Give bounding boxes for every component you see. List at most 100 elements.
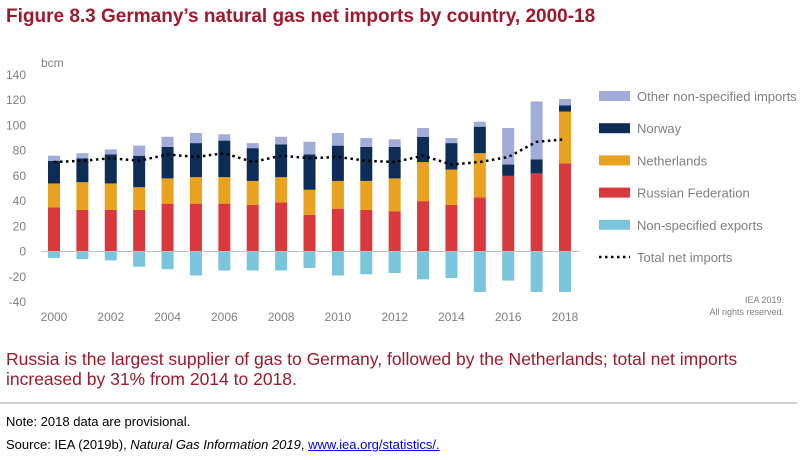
bar-other-non-specified-imports <box>48 155 60 161</box>
bar-norway <box>218 140 231 178</box>
bar-norway <box>48 160 60 184</box>
bar-norway <box>161 146 174 179</box>
bar-russian-federation <box>303 214 316 252</box>
bar-russian-federation <box>331 208 344 252</box>
bar-netherlands <box>275 177 288 203</box>
bar-other-non-specified-imports <box>530 101 543 160</box>
source-link[interactable]: www.iea.org/statistics/. <box>308 437 440 452</box>
bar-non-specified-exports <box>133 251 146 267</box>
bar-netherlands <box>161 178 174 204</box>
bar-norway <box>303 154 316 190</box>
bar-netherlands <box>104 183 117 210</box>
credit-line-1: IEA 2019. <box>745 295 784 305</box>
bar-other-non-specified-imports <box>331 133 344 146</box>
legend-label-total-net-imports: Total net imports <box>637 250 733 265</box>
bar-russian-federation <box>189 203 202 252</box>
credit-line-2: All rights reserved. <box>709 307 784 317</box>
bar-norway <box>275 144 288 178</box>
legend-label-russian-federation: Russian Federation <box>637 186 750 201</box>
bar-other-non-specified-imports <box>218 134 231 141</box>
bar-russian-federation <box>48 207 60 252</box>
bar-non-specified-exports <box>48 251 60 258</box>
bar-non-specified-exports <box>360 251 373 275</box>
bar-non-specified-exports <box>275 251 288 271</box>
bar-russian-federation <box>473 197 486 252</box>
bar-norway <box>246 148 259 181</box>
bar-norway <box>417 136 430 163</box>
bar-other-non-specified-imports <box>275 136 288 145</box>
bar-non-specified-exports <box>388 251 401 273</box>
bar-norway <box>530 159 543 174</box>
bar-netherlands <box>133 187 146 210</box>
source-title: Natural Gas Information 2019 <box>130 437 301 452</box>
x-tick-label: 2004 <box>154 310 181 324</box>
bar-norway <box>445 143 458 170</box>
bar-netherlands <box>331 180 344 209</box>
y-tick-labels: -40 -20 0 20 40 60 80 100 120 140 <box>6 68 26 309</box>
y-tick-label: 40 <box>13 194 27 208</box>
x-tick-label: 2014 <box>438 310 465 324</box>
bar-other-non-specified-imports <box>417 127 430 137</box>
bar-other-non-specified-imports <box>473 121 486 127</box>
bar-other-non-specified-imports <box>161 136 174 147</box>
bar-non-specified-exports <box>246 251 259 271</box>
bar-other-non-specified-imports <box>246 143 259 149</box>
bar-other-non-specified-imports <box>189 133 202 144</box>
bar-russian-federation <box>388 211 401 252</box>
bar-non-specified-exports <box>104 251 117 261</box>
figure-caption: Russia is the largest supplier of gas to… <box>6 349 738 389</box>
bar-non-specified-exports <box>189 251 202 276</box>
bar-russian-federation <box>246 204 259 252</box>
x-tick-label: 2006 <box>211 310 238 324</box>
legend-swatch-netherlands <box>599 155 630 166</box>
source-separator: , <box>300 437 309 452</box>
bar-norway <box>473 126 486 154</box>
bar-norway <box>360 146 373 181</box>
x-tick-label: 2010 <box>325 310 352 324</box>
bar-non-specified-exports <box>76 251 89 260</box>
bar-non-specified-exports <box>445 251 458 279</box>
legend-label-non-specified-exports: Non-specified exports <box>637 218 763 233</box>
x-tick-label: 2002 <box>97 310 124 324</box>
bar-other-non-specified-imports <box>133 145 146 156</box>
legend-swatch-russian-federation <box>599 187 630 198</box>
bar-russian-federation <box>502 175 515 252</box>
bars <box>48 98 571 292</box>
bar-netherlands <box>559 111 571 164</box>
legend: Other non-specified imports Norway Netherl… <box>599 89 797 265</box>
bar-norway <box>189 143 202 178</box>
total-net-imports-line <box>53 138 566 166</box>
source-prefix: Source: IEA (2019b), <box>6 437 131 452</box>
legend-swatch-other-non-specified-imports <box>599 91 630 101</box>
bar-norway <box>559 105 571 112</box>
legend-label-netherlands: Netherlands <box>637 153 708 168</box>
divider <box>0 402 797 404</box>
bar-non-specified-exports <box>303 251 316 268</box>
bar-netherlands <box>218 177 231 204</box>
y-tick-label: -40 <box>9 295 27 309</box>
figure-title: Figure 8.3 Germany’s natural gas net imp… <box>6 6 596 27</box>
bar-other-non-specified-imports <box>502 127 515 165</box>
bar-netherlands <box>48 183 60 208</box>
legend-label-norway: Norway <box>637 121 682 136</box>
bar-russian-federation <box>161 203 174 252</box>
bar-other-non-specified-imports <box>559 98 571 106</box>
bar-netherlands <box>360 180 373 210</box>
bar-non-specified-exports <box>473 251 486 292</box>
bar-norway <box>502 164 515 176</box>
bar-netherlands <box>445 169 458 205</box>
y-tick-label: -20 <box>9 270 27 284</box>
bar-netherlands <box>303 189 316 215</box>
bar-russian-federation <box>76 209 89 252</box>
legend-label-other-non-specified-imports: Other non-specified imports <box>637 89 797 104</box>
bar-netherlands <box>473 153 486 198</box>
bar-russian-federation <box>445 204 458 252</box>
x-tick-label: 2000 <box>41 310 68 324</box>
y-tick-label: 0 <box>19 245 26 259</box>
bar-non-specified-exports <box>417 251 430 280</box>
bar-other-non-specified-imports <box>388 139 401 147</box>
bar-russian-federation <box>218 203 231 252</box>
bar-norway <box>331 145 344 181</box>
bar-russian-federation <box>417 201 430 252</box>
